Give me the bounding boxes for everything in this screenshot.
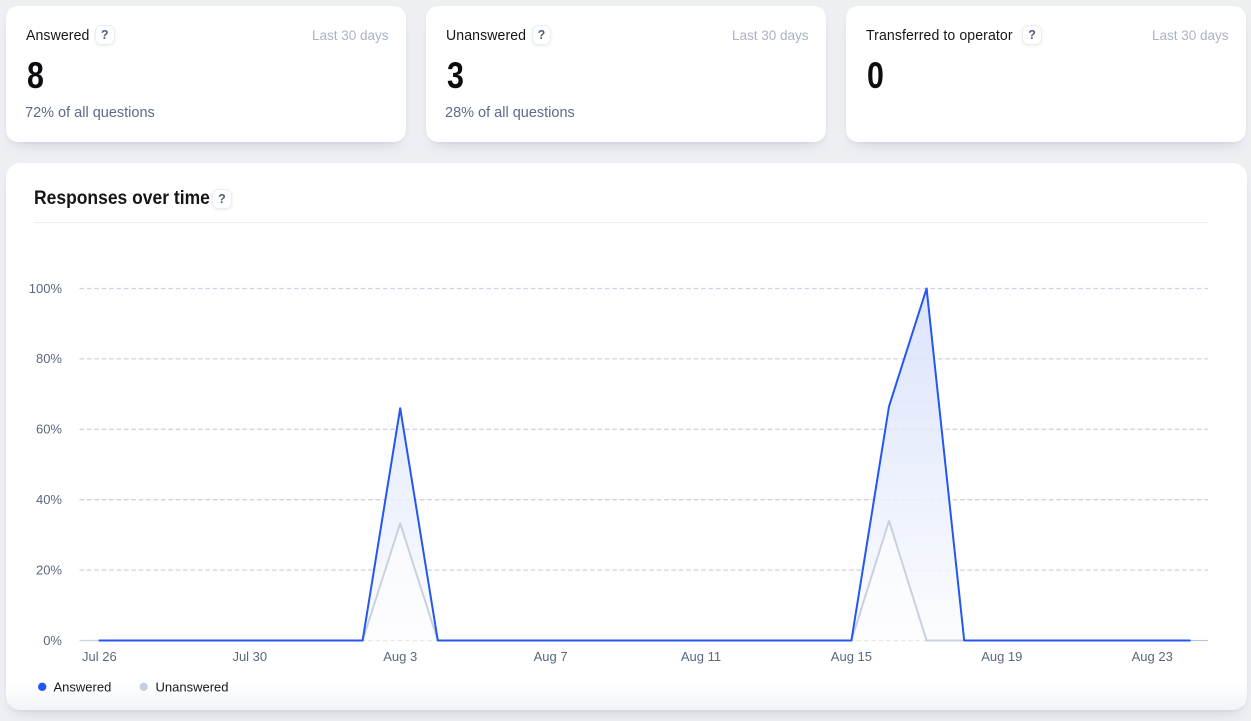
svg-text:80%: 80% bbox=[36, 351, 62, 366]
svg-text:Aug 3: Aug 3 bbox=[383, 649, 417, 664]
svg-text:100%: 100% bbox=[29, 281, 63, 296]
svg-text:Answered: Answered bbox=[54, 679, 112, 694]
svg-text:Aug 15: Aug 15 bbox=[831, 649, 872, 664]
svg-text:60%: 60% bbox=[36, 422, 62, 437]
svg-text:Aug 23: Aug 23 bbox=[1132, 649, 1173, 664]
svg-text:Jul 26: Jul 26 bbox=[82, 649, 117, 664]
svg-text:Jul 30: Jul 30 bbox=[232, 649, 267, 664]
svg-text:40%: 40% bbox=[36, 492, 62, 507]
svg-text:20%: 20% bbox=[36, 562, 62, 577]
svg-text:Aug 7: Aug 7 bbox=[534, 649, 568, 664]
svg-text:Unanswered: Unanswered bbox=[156, 679, 229, 694]
svg-text:0%: 0% bbox=[43, 633, 62, 648]
svg-text:Aug 11: Aug 11 bbox=[681, 649, 721, 664]
svg-text:Aug 19: Aug 19 bbox=[981, 649, 1022, 664]
